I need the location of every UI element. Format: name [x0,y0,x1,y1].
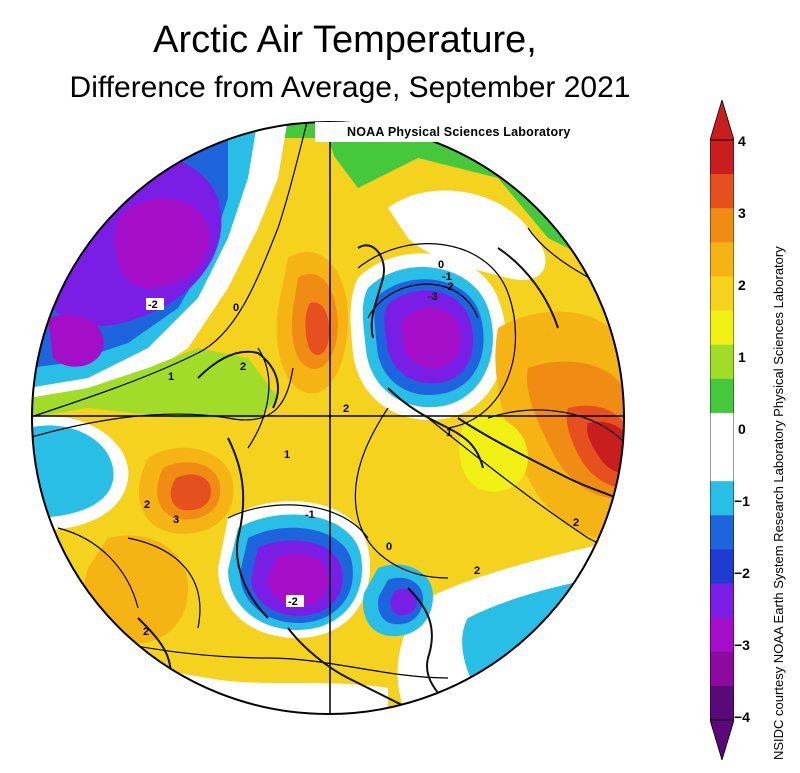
contour-label: 0 [386,541,392,553]
anomaly-region-neg-left [32,425,114,518]
colorbar-cell [710,208,734,243]
chart-subtitle: Difference from Average, September 2021 [69,71,631,104]
lab-label: NOAA Physical Sciences Laboratory [315,122,615,142]
contour-label: -2 [444,281,454,293]
contour-label: 2 [240,361,246,373]
colorbar-tick: 2 [738,277,746,293]
colorbar-cell [710,651,734,687]
colorbar-cell [710,310,734,346]
contour-label: -2 [148,299,158,311]
colorbar-cell [710,515,734,550]
anomaly-region-zero-left2 [32,415,129,530]
colorbar-tick: 3 [738,205,746,221]
contour-label: 1 [284,449,290,461]
contour-label: 2 [144,499,150,511]
contour-label: 1 [446,427,452,439]
contour-label: -1 [305,509,315,521]
anomaly-region-neg3 [114,198,210,288]
polar-map: -2 0 2 1 2 0 -1 -2 -3 2 1 1 3 -1 0 -2 2 … [28,118,628,718]
credit-text: NSIDC courtesy NOAA Earth System Researc… [771,246,786,760]
colorbar-cell [710,583,734,619]
contour-label: 0 [438,259,444,271]
anomaly-region-pos1-left [32,348,278,418]
colorbar-cell [710,481,734,516]
colorbar-cell [710,447,734,482]
contour-label: -3 [428,291,438,303]
colorbar-cell [710,174,734,209]
anomaly-region-pos35 [305,302,330,355]
colorbar-cell [710,549,734,585]
contour-label-group: -2 0 2 1 2 0 -1 -2 -3 2 1 1 3 -1 0 -2 2 … [143,259,579,638]
contour-label: 2 [573,517,579,529]
colorbar-tick: −1 [734,493,750,509]
contour-label: -2 [288,596,298,608]
anomaly-region-zero [388,190,546,280]
colorbar-tick: 4 [738,133,746,149]
polar-map-svg: -2 0 2 1 2 0 -1 -2 -3 2 1 1 3 -1 0 -2 2 … [31,121,625,715]
colorbar [710,100,734,760]
anomaly-region-neg3-gl [401,308,461,368]
anomaly-region-neg3b [48,314,104,367]
colorbar-tick: −3 [734,637,750,653]
contour-label: 1 [168,371,174,383]
colorbar-bottom-arrow [710,719,734,760]
contour-label: 0 [233,302,239,314]
colorbar-tick: 0 [738,421,746,437]
anomaly-region-neg2-bs [390,588,418,616]
colorbar-tick: −4 [734,709,750,725]
colorbar-cell [710,685,734,721]
contour-label: 2 [343,403,349,415]
colorbar-cell [710,242,734,277]
colorbar-tick: −2 [734,565,750,581]
anomaly-region-pos25-bl [84,535,188,644]
colorbar-tick: 1 [738,349,746,365]
colorbar-cell [710,617,734,653]
colorbar-cell [710,412,734,448]
anomaly-region-neg3-bm [268,553,329,606]
colorbar-cell [710,378,734,414]
contour-label: 3 [173,514,179,526]
anomaly-region-pos4-right [587,421,624,474]
colorbar-cell [710,140,734,175]
contour-label: 2 [474,565,480,577]
chart-title: Arctic Air Temperature, [153,19,537,61]
contour-label: 2 [143,626,149,638]
colorbar-top-arrow [710,100,734,141]
colorbar-cell [710,276,734,312]
anomaly-region-pos35-lm [170,474,212,511]
colorbar-cell [710,344,734,380]
contour-label: -1 [442,271,452,283]
anomaly-region-pos15 [459,415,528,492]
